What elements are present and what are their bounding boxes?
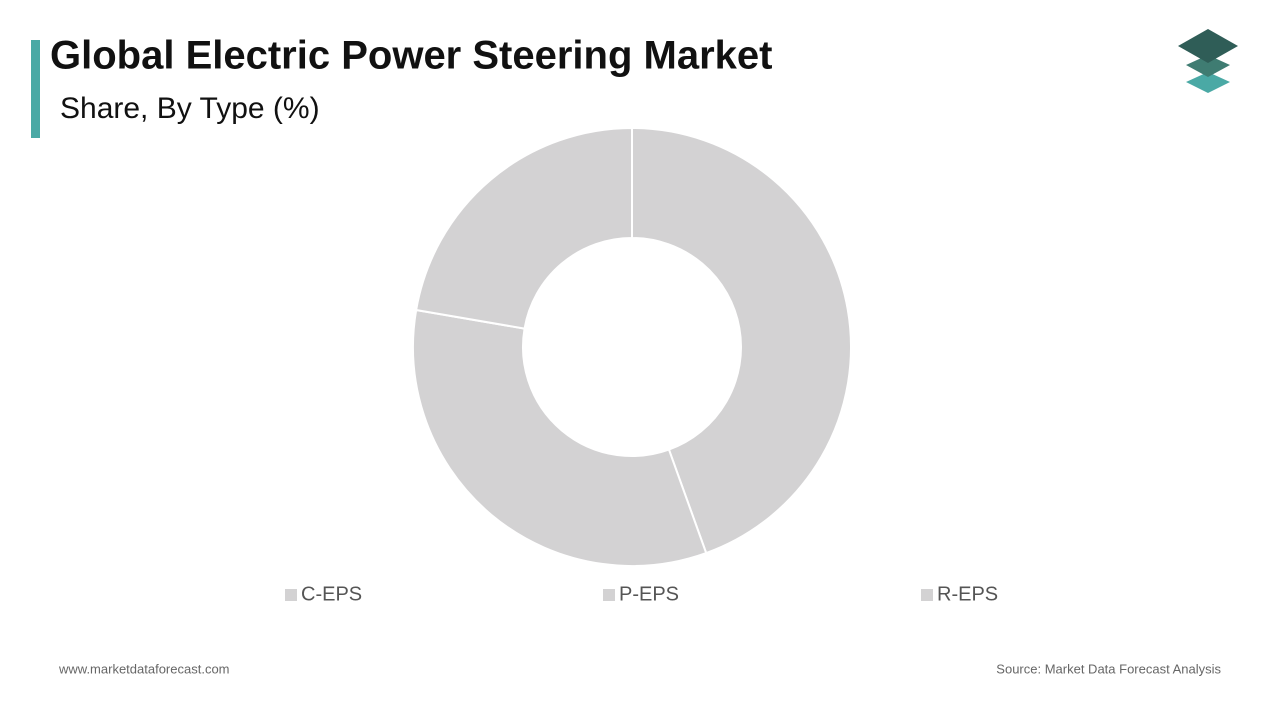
donut-segment xyxy=(631,126,852,555)
legend-swatch xyxy=(603,589,615,601)
footer-website: www.marketdataforecast.com xyxy=(58,661,230,676)
legend-swatch xyxy=(921,589,933,601)
legend-swatch xyxy=(285,589,297,601)
chart-subtitle: Share, By Type (%) xyxy=(60,92,320,125)
legend-label: P-EPS xyxy=(619,583,679,605)
donut-segment xyxy=(412,308,708,567)
legend-label: R-EPS xyxy=(937,583,998,605)
logo xyxy=(1178,29,1238,93)
legend-label: C-EPS xyxy=(301,583,362,605)
footer-source: Source: Market Data Forecast Analysis xyxy=(996,661,1221,676)
title-accent xyxy=(31,40,40,138)
donut-segment xyxy=(414,126,633,330)
chart-title: Global Electric Power Steering Market xyxy=(50,34,772,78)
